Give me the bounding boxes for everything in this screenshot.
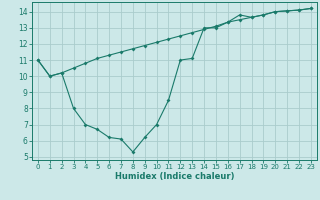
X-axis label: Humidex (Indice chaleur): Humidex (Indice chaleur)	[115, 172, 234, 181]
